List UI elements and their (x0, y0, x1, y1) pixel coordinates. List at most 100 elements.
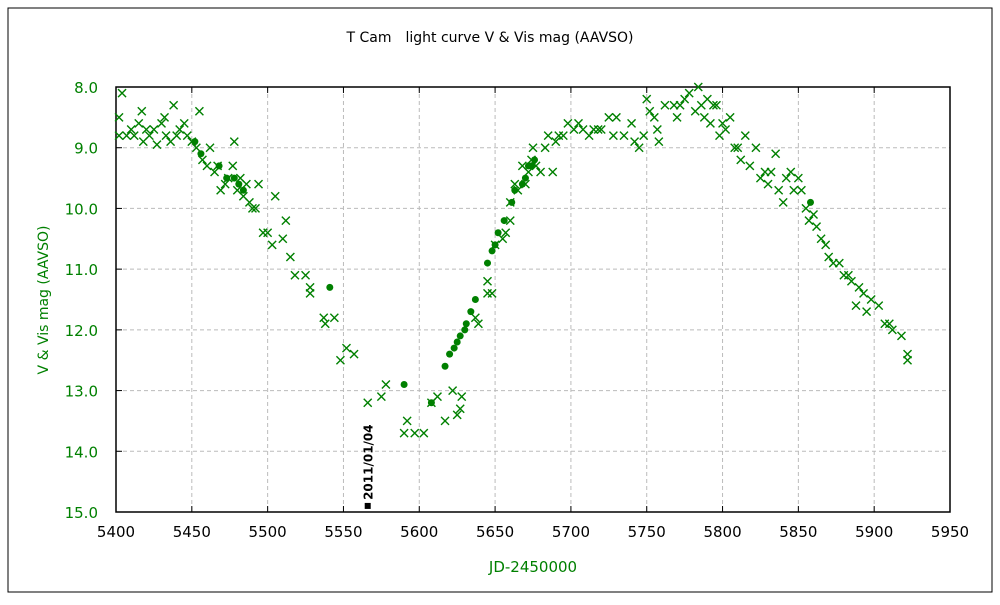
vis-point (267, 240, 277, 250)
vis-point (160, 112, 170, 122)
vis-point (816, 234, 826, 244)
x-mark (247, 203, 257, 213)
x-mark (771, 149, 781, 159)
v-point (806, 198, 814, 206)
vis-point (137, 106, 147, 116)
v-point (488, 247, 496, 255)
x-mark (558, 131, 568, 141)
x-mark (551, 137, 561, 147)
x-mark (821, 240, 831, 250)
vis-point (573, 118, 583, 128)
vis-point (419, 428, 429, 438)
vis-point (376, 392, 386, 402)
vis-point (652, 125, 662, 134)
v-point (223, 174, 231, 182)
annotation-marker (364, 502, 371, 509)
vis-point (801, 203, 811, 213)
x-mark (608, 131, 618, 141)
x-mark (152, 140, 162, 150)
v-point (197, 150, 205, 158)
x-mark (573, 118, 583, 128)
vis-point (859, 288, 869, 298)
vis-point (645, 106, 655, 116)
vis-point (730, 143, 740, 153)
vis-point (501, 228, 511, 238)
vis-point (843, 270, 853, 280)
vis-point (149, 125, 159, 134)
vis-point (457, 392, 467, 402)
vis-point (228, 161, 238, 171)
y-axis: 8.0 9.0 10.0 11.0 12.0 13.0 14.0 15.0 (65, 79, 122, 522)
vis-point (834, 258, 844, 268)
vis-point (804, 216, 814, 226)
vis-point (251, 203, 261, 213)
vis-point (786, 167, 796, 177)
y-tick-label: 12.0 (65, 322, 98, 340)
x-mark (376, 392, 386, 402)
x-mark (652, 125, 662, 134)
x-mark (851, 301, 861, 311)
vis-point (812, 222, 822, 232)
x-mark (684, 88, 694, 98)
x-mark (232, 185, 242, 195)
x-mark (191, 143, 201, 153)
vis-point (903, 355, 913, 365)
vis-point (210, 167, 220, 177)
x-mark (129, 131, 139, 141)
x-mark (786, 167, 796, 177)
y-tick-label: 15.0 (65, 504, 98, 522)
x-mark (569, 125, 579, 134)
v-point (511, 186, 519, 194)
vis-point (693, 82, 703, 92)
x-mark (210, 167, 220, 177)
v-point (462, 320, 470, 328)
x-mark (593, 125, 603, 134)
vis-point (498, 234, 508, 244)
x-mark (804, 216, 814, 226)
x-tick-label: 5500 (249, 523, 287, 541)
vis-point (341, 343, 351, 353)
x-mark (117, 88, 127, 98)
vis-point (548, 167, 558, 177)
x-mark (733, 143, 743, 153)
x-mark (501, 228, 511, 238)
vis-point (229, 137, 239, 147)
x-mark (197, 155, 207, 165)
x-mark (766, 167, 776, 177)
v-point (400, 381, 408, 388)
vis-point (399, 428, 409, 438)
x-mark (528, 143, 538, 153)
y-tick-label: 11.0 (65, 261, 98, 279)
v-point (461, 326, 469, 334)
vis-point (771, 149, 781, 159)
x-mark (263, 228, 273, 238)
vis-point (216, 185, 226, 195)
x-mark (137, 106, 147, 116)
x-mark (816, 234, 826, 244)
v-point (446, 350, 454, 358)
vis-point (122, 131, 132, 141)
x-mark (896, 331, 906, 341)
vis-point (543, 131, 553, 141)
x-mark (202, 161, 212, 171)
vis-point (796, 185, 806, 195)
x-mark (216, 185, 226, 195)
x-mark (649, 112, 659, 122)
x-mark (854, 282, 864, 292)
vis-point (630, 137, 640, 147)
x-mark (711, 100, 721, 110)
vis-point (755, 173, 765, 183)
annotation-label: 2011/01/04 (362, 424, 376, 500)
vis-point (452, 410, 462, 420)
x-mark (563, 118, 573, 128)
x-mark (751, 143, 761, 153)
x-mark (205, 143, 215, 153)
x-mark (144, 131, 154, 141)
v-point (500, 217, 508, 225)
x-mark (862, 307, 872, 317)
x-mark (229, 137, 239, 147)
x-mark (627, 118, 637, 128)
vis-point (473, 319, 483, 329)
x-mark (179, 118, 189, 128)
